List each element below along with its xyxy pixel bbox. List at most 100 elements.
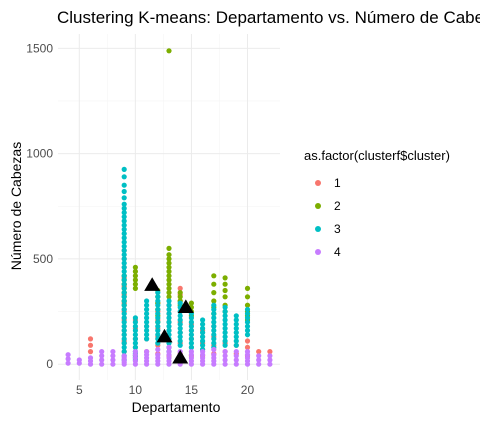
data-point-cluster-3 xyxy=(166,311,172,317)
data-point-cluster-3 xyxy=(200,338,206,344)
data-point-cluster-4 xyxy=(99,361,105,367)
data-point-cluster-3 xyxy=(132,344,138,350)
y-axis-ticks: 0 500 1000 1500 xyxy=(26,41,53,371)
data-point-cluster-3 xyxy=(155,319,161,325)
data-point-cluster-3 xyxy=(155,323,161,329)
data-point-cluster-3 xyxy=(177,330,183,336)
data-point-cluster-3 xyxy=(121,239,127,245)
centroid-marker xyxy=(144,277,161,291)
data-point-cluster-3 xyxy=(121,344,127,350)
data-point-cluster-3 xyxy=(211,315,217,321)
data-point-cluster-2 xyxy=(211,298,217,304)
data-point-cluster-2 xyxy=(166,281,172,287)
data-point-cluster-4 xyxy=(222,357,228,363)
data-point-cluster-1 xyxy=(87,349,94,355)
data-point-cluster-3 xyxy=(121,166,127,172)
data-point-cluster-3 xyxy=(121,256,127,262)
data-point-cluster-4 xyxy=(65,356,71,362)
data-point-cluster-3 xyxy=(121,210,127,216)
centroid-marker xyxy=(177,299,194,313)
data-point-cluster-2 xyxy=(222,287,228,294)
data-point-cluster-3 xyxy=(132,327,138,334)
data-point-cluster-3 xyxy=(188,344,194,350)
y-tick-label: 1000 xyxy=(26,147,53,161)
data-point-cluster-3 xyxy=(121,205,127,211)
data-point-cluster-3 xyxy=(121,182,127,188)
data-point-cluster-3 xyxy=(155,306,161,313)
data-point-cluster-3 xyxy=(121,302,127,308)
data-point-cluster-2 xyxy=(166,290,172,296)
data-point-cluster-3 xyxy=(177,342,183,348)
legend-title: as.factor(clusterf$cluster) xyxy=(304,148,450,163)
data-point-cluster-4 xyxy=(87,355,94,361)
data-point-cluster-3 xyxy=(244,319,251,325)
data-point-cluster-3 xyxy=(222,321,228,327)
data-point-cluster-3 xyxy=(132,332,138,338)
data-point-cluster-1 xyxy=(256,349,262,355)
data-point-cluster-3 xyxy=(132,336,138,342)
data-point-cluster-1 xyxy=(87,342,94,348)
data-point-cluster-3 xyxy=(244,315,251,321)
data-point-cluster-4 xyxy=(99,349,105,355)
data-point-cluster-4 xyxy=(267,361,273,367)
data-point-cluster-3 xyxy=(166,327,172,334)
chart-title: Clustering K-means: Departamento vs. Núm… xyxy=(57,8,480,27)
data-point-cluster-3 xyxy=(144,319,150,325)
data-point-cluster-3 xyxy=(244,332,251,338)
data-point-cluster-3 xyxy=(233,342,239,348)
data-point-cluster-4 xyxy=(110,357,116,363)
legend-label-cluster-1: 1 xyxy=(334,176,341,190)
data-point-cluster-3 xyxy=(121,222,127,228)
data-point-cluster-4 xyxy=(233,349,239,355)
data-point-cluster-3 xyxy=(244,323,251,329)
data-point-cluster-3 xyxy=(121,281,127,287)
data-point-cluster-3 xyxy=(222,313,228,319)
data-point-cluster-3 xyxy=(211,327,217,334)
data-point-cluster-3 xyxy=(188,340,194,346)
data-point-cluster-2 xyxy=(244,302,251,308)
data-point-cluster-2 xyxy=(166,256,172,262)
data-point-cluster-3 xyxy=(155,298,161,304)
data-point-cluster-3 xyxy=(211,311,217,317)
data-point-cluster-3 xyxy=(144,332,150,338)
data-point-cluster-2 xyxy=(166,264,172,270)
y-tick-label: 0 xyxy=(46,357,53,371)
data-point-cluster-3 xyxy=(211,340,217,346)
data-point-cluster-2 xyxy=(222,275,228,281)
centroid-marker xyxy=(156,328,173,343)
data-point-cluster-3 xyxy=(200,321,206,327)
data-point-cluster-3 xyxy=(211,332,217,338)
centroid-markers xyxy=(144,277,194,364)
data-point-cluster-3 xyxy=(132,315,138,321)
data-point-cluster-4 xyxy=(256,353,262,359)
data-point-cluster-3 xyxy=(233,325,239,331)
data-point-cluster-3 xyxy=(121,273,127,279)
data-point-cluster-1 xyxy=(177,285,183,291)
data-point-cluster-2 xyxy=(166,48,172,54)
data-point-cluster-3 xyxy=(155,332,161,338)
data-point-cluster-3 xyxy=(144,323,150,329)
legend-label-cluster-3: 3 xyxy=(334,222,341,236)
data-point-cluster-2 xyxy=(166,285,172,291)
legend-key-cluster-4 xyxy=(315,249,321,255)
data-point-cluster-3 xyxy=(155,311,161,317)
data-point-cluster-3 xyxy=(132,340,138,346)
data-point-cluster-3 xyxy=(222,334,228,340)
data-point-cluster-3 xyxy=(222,309,228,315)
data-point-cluster-3 xyxy=(121,298,127,304)
x-tick-label: 5 xyxy=(76,383,83,397)
data-point-cluster-3 xyxy=(233,334,239,340)
data-point-cluster-3 xyxy=(233,330,239,336)
data-point-cluster-3 xyxy=(121,252,127,258)
data-point-cluster-3 xyxy=(211,302,217,308)
data-point-cluster-3 xyxy=(121,315,127,321)
data-point-cluster-2 xyxy=(211,273,217,279)
data-point-cluster-3 xyxy=(121,260,127,266)
data-point-cluster-2 xyxy=(177,290,183,296)
data-point-cluster-2 xyxy=(132,268,138,275)
data-point-cluster-3 xyxy=(211,323,217,329)
data-point-cluster-3 xyxy=(177,338,183,344)
data-point-cluster-3 xyxy=(121,247,127,254)
data-point-cluster-3 xyxy=(188,332,194,338)
data-point-cluster-3 xyxy=(121,327,127,334)
